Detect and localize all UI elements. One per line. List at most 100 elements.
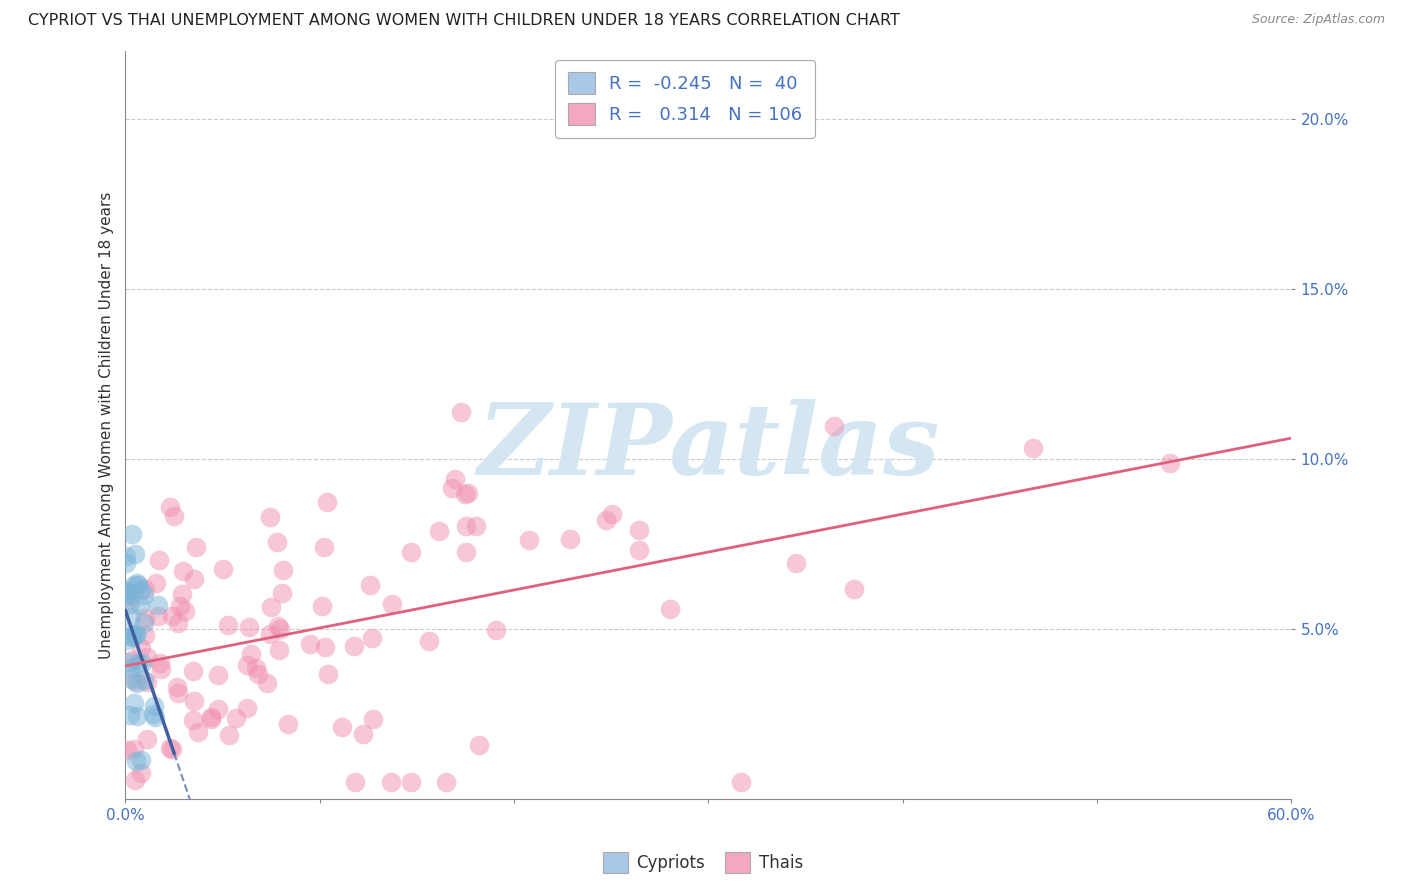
Point [125,575,148,590]
Point [117,591,139,606]
Point [160,608,183,623]
Point [730,775,752,789]
Point [117,743,139,757]
Point [125,626,148,640]
Point [381,597,404,611]
Point [842,582,865,596]
Point [143,710,166,724]
Point [318,667,340,681]
Point [360,631,382,645]
Point [127,577,149,591]
Point [183,694,205,708]
Point [118,597,141,611]
Point [380,775,402,789]
Point [132,588,155,602]
Point [181,665,204,679]
Point [434,775,457,789]
Point [443,472,465,486]
Point [311,599,333,613]
Point [131,766,153,780]
Point [129,640,152,655]
Point [207,701,229,715]
Point [200,712,222,726]
Point [170,587,193,601]
Point [120,629,142,643]
Point [115,557,138,571]
Point [129,753,152,767]
Point [120,707,142,722]
Point [115,584,138,599]
Point [124,674,146,689]
Point [117,584,139,599]
Point [200,710,222,724]
Point [299,637,322,651]
Point [160,742,183,756]
Point [440,481,463,495]
Point [159,740,181,755]
Point [163,509,186,524]
Point [122,631,145,645]
Point [343,639,366,653]
Point [129,598,152,612]
Point [121,673,143,687]
Point [600,507,623,521]
Point [256,676,278,690]
Y-axis label: Unemployment Among Women with Children Under 18 years: Unemployment Among Women with Children U… [100,192,114,659]
Point [238,620,260,634]
Point [125,709,148,723]
Point [169,599,191,613]
Legend: R =  -0.245   N =  40, R =   0.314   N = 106: R = -0.245 N = 40, R = 0.314 N = 106 [555,60,815,138]
Point [124,578,146,592]
Point [115,588,138,602]
Point [628,543,651,558]
Point [1022,442,1045,456]
Point [118,655,141,669]
Point [344,775,367,789]
Point [352,727,374,741]
Point [212,562,235,576]
Point [399,545,422,559]
Point [246,667,269,681]
Point [267,619,290,633]
Point [260,599,283,614]
Point [361,711,384,725]
Point [124,547,146,561]
Point [207,667,229,681]
Point [132,615,155,630]
Point [166,615,188,630]
Point [427,524,450,538]
Point [134,628,156,642]
Point [136,650,159,665]
Point [172,564,194,578]
Point [148,598,170,612]
Point [181,714,204,728]
Point [456,518,478,533]
Point [145,575,167,590]
Text: Source: ZipAtlas.com: Source: ZipAtlas.com [1251,13,1385,27]
Text: ZIPatlas: ZIPatlas [477,400,939,496]
Point [184,540,207,554]
Point [134,611,156,625]
Point [183,573,205,587]
Point [159,500,181,514]
Point [314,640,336,654]
Point [628,523,651,537]
Point [225,711,247,725]
Point [134,582,156,596]
Legend: Cypriots, Thais: Cypriots, Thais [596,846,810,880]
Point [464,519,486,533]
Point [517,533,540,548]
Point [1159,456,1181,470]
Point [266,534,288,549]
Point [485,623,508,637]
Point [125,755,148,769]
Point [457,485,479,500]
Point [359,578,381,592]
Point [134,673,156,688]
Point [129,583,152,598]
Point [148,552,170,566]
Point [217,618,239,632]
Point [125,628,148,642]
Point [142,707,165,722]
Point [114,549,136,563]
